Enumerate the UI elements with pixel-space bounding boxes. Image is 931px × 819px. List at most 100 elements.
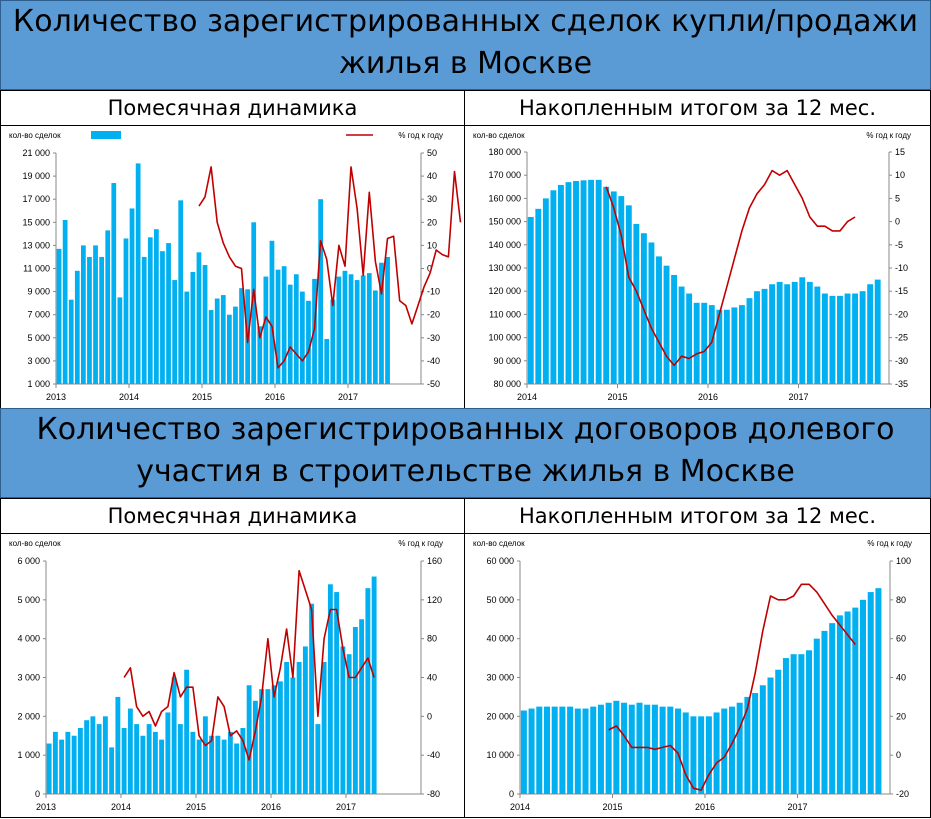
bar [829, 623, 836, 794]
section1-banner: Количество зарегистрированных сделок куп… [0, 0, 931, 90]
y-tick-label: 160 000 [488, 193, 521, 203]
bar [147, 237, 153, 384]
y-tick-label: 60 000 [486, 556, 514, 566]
bar [306, 300, 311, 384]
bar [227, 731, 233, 794]
y-tick-label: 20 000 [486, 711, 514, 721]
x-tick-label: 2015 [192, 392, 212, 402]
bar [330, 299, 336, 384]
bar [551, 706, 558, 794]
bar [166, 243, 171, 384]
x-tick-label: 2013 [36, 802, 56, 812]
bar [806, 650, 813, 794]
y2-tick-label: -20 [896, 789, 909, 799]
bar [527, 216, 534, 384]
bar [721, 708, 728, 794]
bar [296, 661, 302, 794]
bar [385, 256, 390, 384]
bar [240, 727, 246, 794]
bar [769, 284, 776, 384]
bar [535, 208, 542, 384]
bar [875, 588, 882, 794]
bar [667, 706, 674, 794]
bar [775, 669, 782, 794]
bar [202, 716, 208, 794]
bar [574, 708, 581, 794]
right-axis-label: % год к году [866, 131, 911, 140]
bar [867, 592, 874, 794]
bar [618, 196, 625, 384]
bar [580, 180, 587, 384]
bar [309, 603, 315, 794]
y2-tick-label: 80 [896, 595, 906, 605]
bar [686, 293, 693, 384]
bar [360, 275, 366, 384]
bar [682, 712, 689, 794]
bar [852, 293, 859, 384]
bar [859, 291, 866, 384]
y2-tick-label: 10 [427, 240, 437, 250]
bar [346, 654, 352, 794]
bar [77, 727, 83, 794]
y-tick-label: 21 000 [22, 148, 50, 158]
bar [590, 706, 597, 794]
bar [159, 739, 165, 794]
bar [767, 677, 774, 794]
bar [844, 293, 851, 384]
bar [588, 179, 595, 384]
bar [836, 615, 843, 794]
y2-tick-label: 0 [895, 217, 900, 227]
y-tick-label: 9 000 [27, 287, 50, 297]
y-tick-label: 5 000 [27, 333, 50, 343]
bar [56, 248, 62, 384]
bar [177, 724, 183, 794]
bar [852, 607, 859, 794]
bar [621, 702, 628, 794]
x-tick-label: 2014 [111, 802, 131, 812]
y-tick-label: 90 000 [493, 356, 521, 366]
bar [528, 708, 535, 794]
bar [215, 735, 221, 794]
bar [716, 309, 723, 384]
yoy-line-series [198, 166, 462, 369]
bar [542, 198, 549, 384]
y2-tick-label: -30 [427, 333, 440, 343]
chart-c1: кол-во сделок % год к году 1 000 3 000 5 000… [9, 131, 462, 402]
y-tick-label: 1 000 [27, 379, 50, 389]
bar [117, 297, 123, 384]
bar [134, 724, 140, 794]
bar [744, 696, 751, 794]
bar [318, 199, 323, 384]
bar [559, 706, 566, 794]
y-tick-label: 130 000 [488, 263, 521, 273]
bar [184, 291, 190, 384]
bar [220, 295, 226, 384]
bar [71, 735, 77, 794]
y-tick-label: 2 000 [17, 711, 40, 721]
bar [81, 245, 86, 384]
bar [121, 727, 127, 794]
y-tick-label: 80 000 [493, 379, 521, 389]
bar [671, 274, 678, 384]
bar [129, 208, 135, 384]
yoy-line-series [608, 583, 856, 791]
y-tick-label: 110 000 [489, 309, 521, 319]
y-tick-label: 140 000 [488, 240, 521, 250]
section1-title-line1: Количество зарегистрированных сделок куп… [12, 4, 919, 39]
bar [860, 599, 867, 794]
left-axis-label: кол-во сделок [9, 539, 61, 548]
bar [625, 205, 632, 384]
bar [636, 702, 643, 794]
bar [123, 238, 129, 384]
bar [178, 200, 184, 384]
bar [557, 184, 564, 384]
x-tick-label: 2014 [510, 802, 530, 812]
x-tick-label: 2014 [119, 392, 139, 402]
y-tick-label: 150 000 [488, 217, 521, 227]
bar [90, 716, 96, 794]
bar [62, 219, 68, 384]
bar [239, 288, 244, 384]
bar [154, 229, 159, 384]
left-axis-label: кол-во сделок [473, 539, 525, 548]
y-tick-label: 6 000 [17, 556, 40, 566]
